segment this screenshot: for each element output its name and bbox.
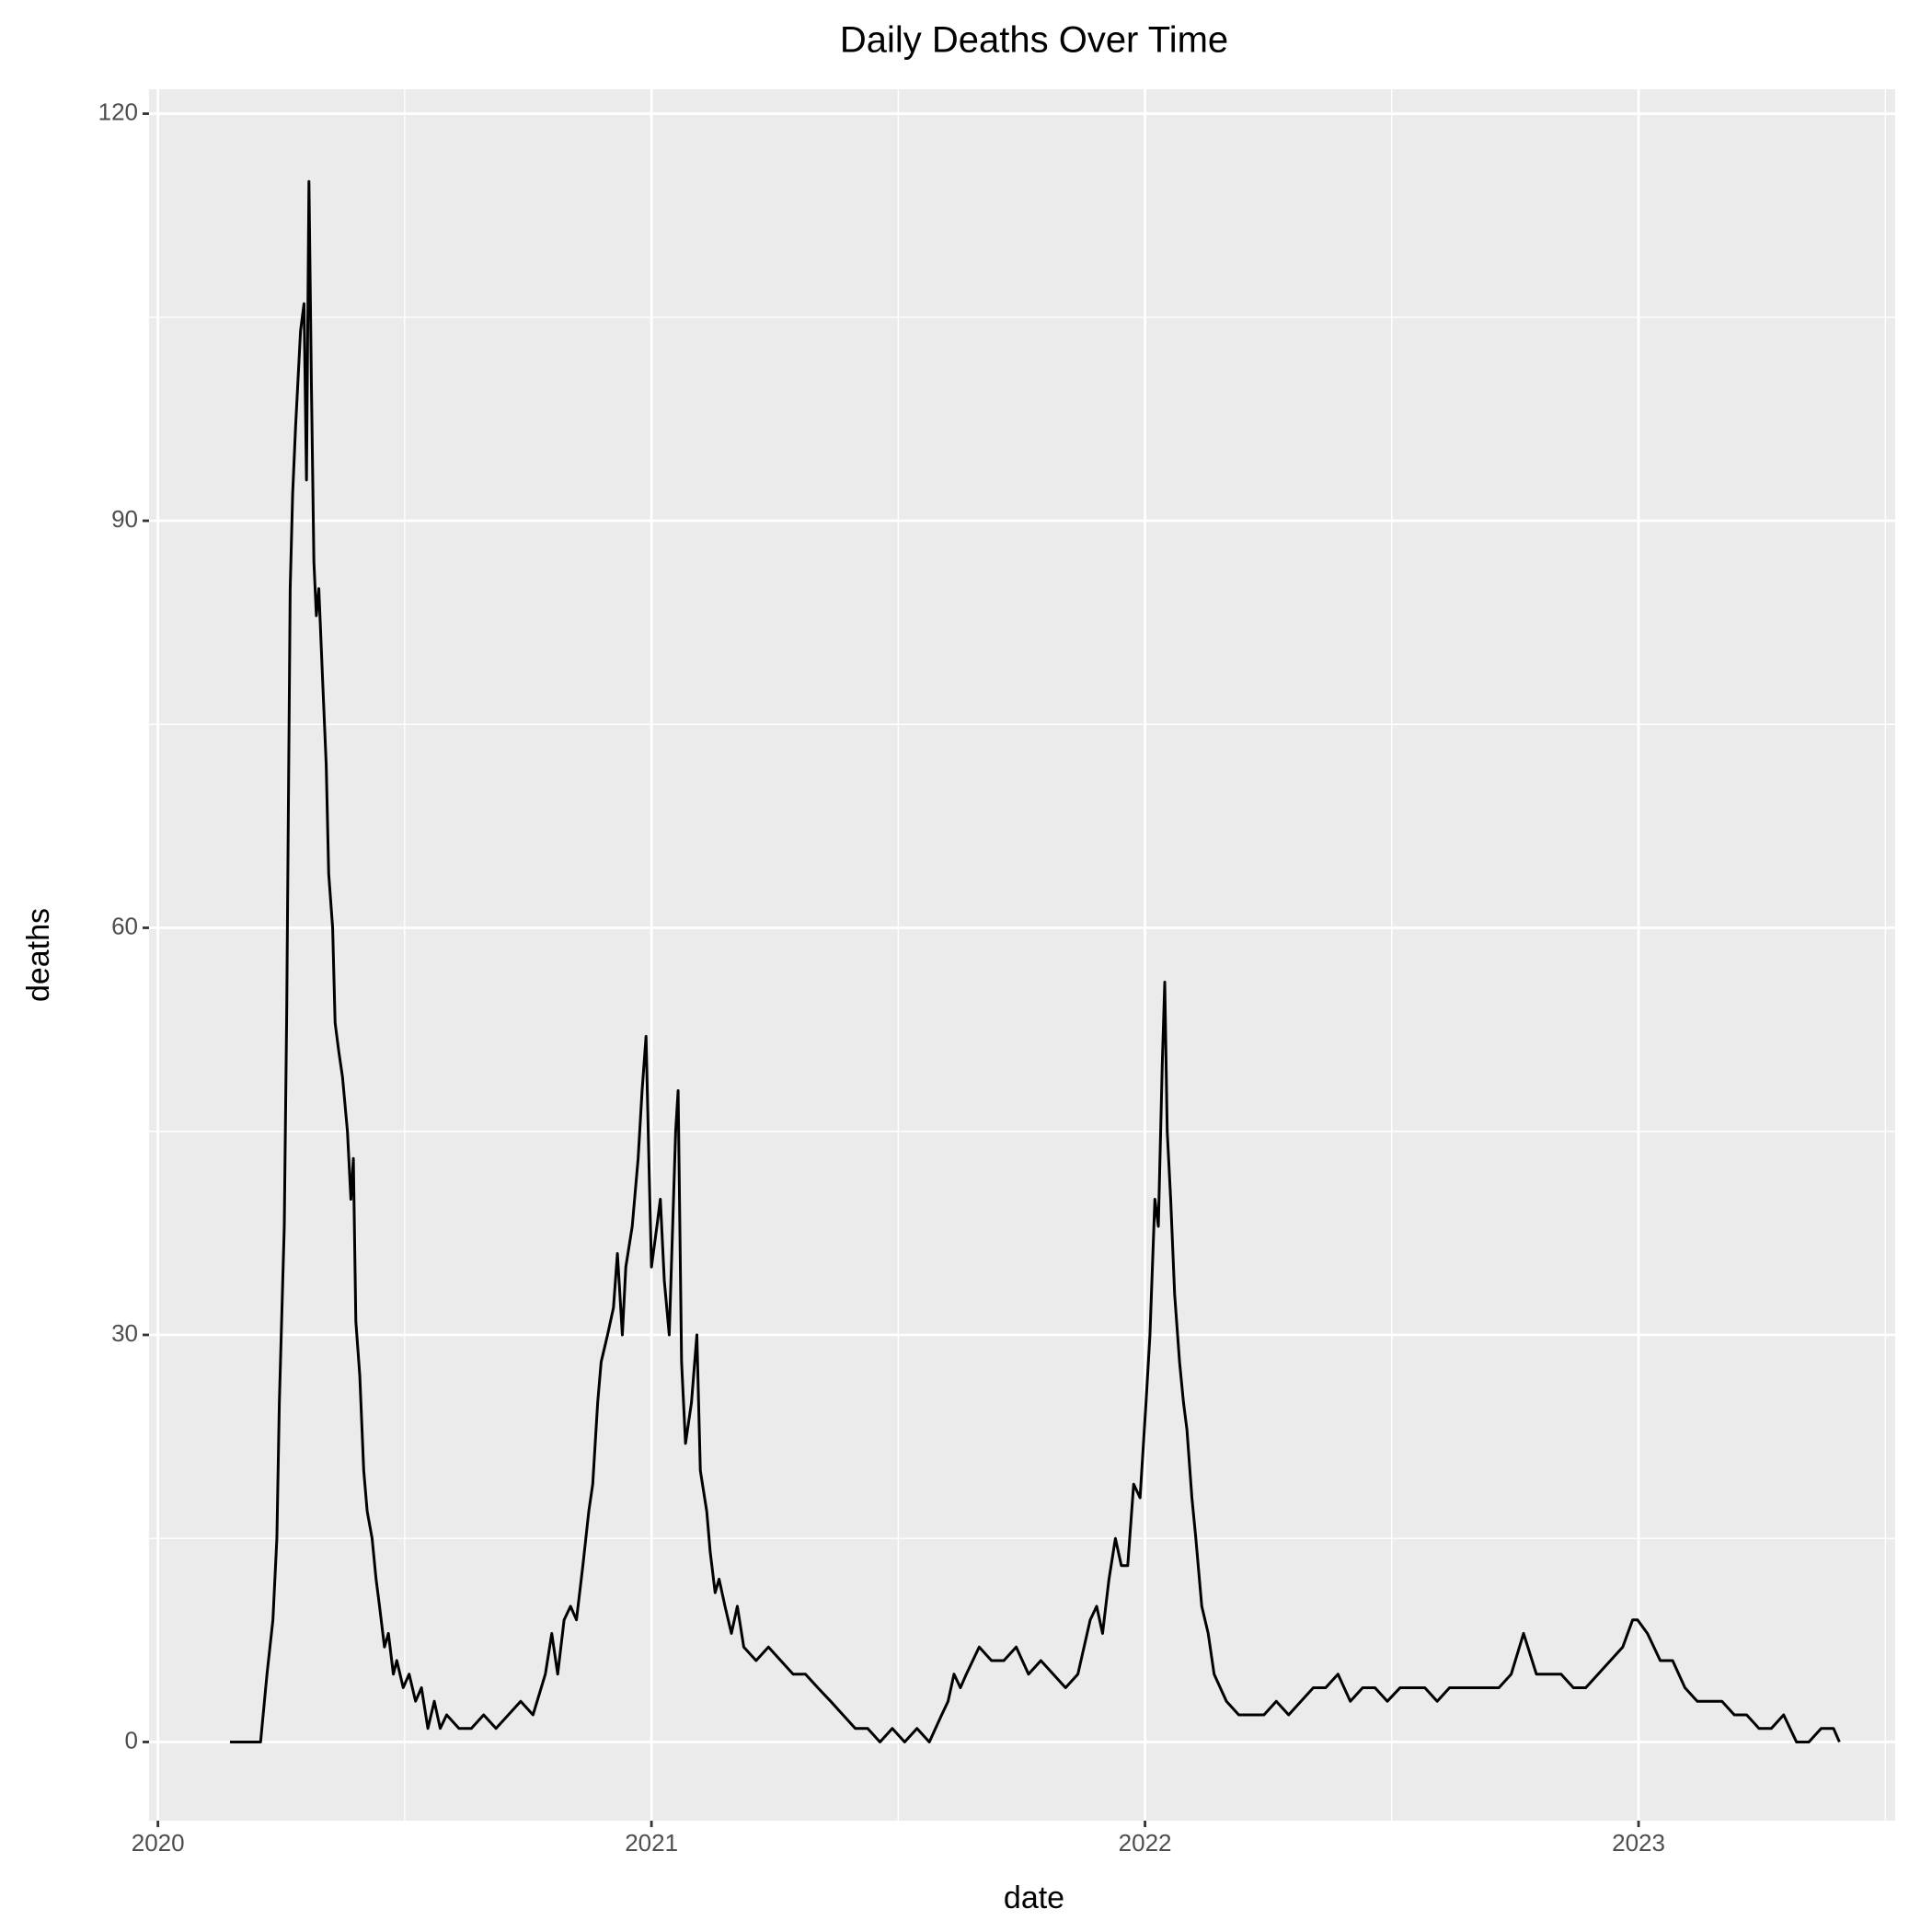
- chart-title: Daily Deaths Over Time: [840, 20, 1228, 61]
- x-tick-label: 2021: [625, 1829, 678, 1857]
- y-tick-label: 30: [111, 1319, 138, 1347]
- data-line: [229, 179, 1841, 1743]
- panel-background: [149, 89, 1895, 1821]
- x-tick-label: 2020: [132, 1829, 185, 1857]
- x-tick-label: 2023: [1612, 1829, 1665, 1857]
- y-axis-title: deaths: [21, 908, 56, 1002]
- y-tick-label: 60: [111, 912, 138, 939]
- y-tick-label: 0: [125, 1726, 138, 1754]
- y-tick-label: 90: [111, 505, 138, 533]
- x-axis-title: date: [1004, 1880, 1064, 1915]
- x-tick-label: 2022: [1119, 1829, 1172, 1857]
- y-tick-label: 120: [98, 98, 138, 125]
